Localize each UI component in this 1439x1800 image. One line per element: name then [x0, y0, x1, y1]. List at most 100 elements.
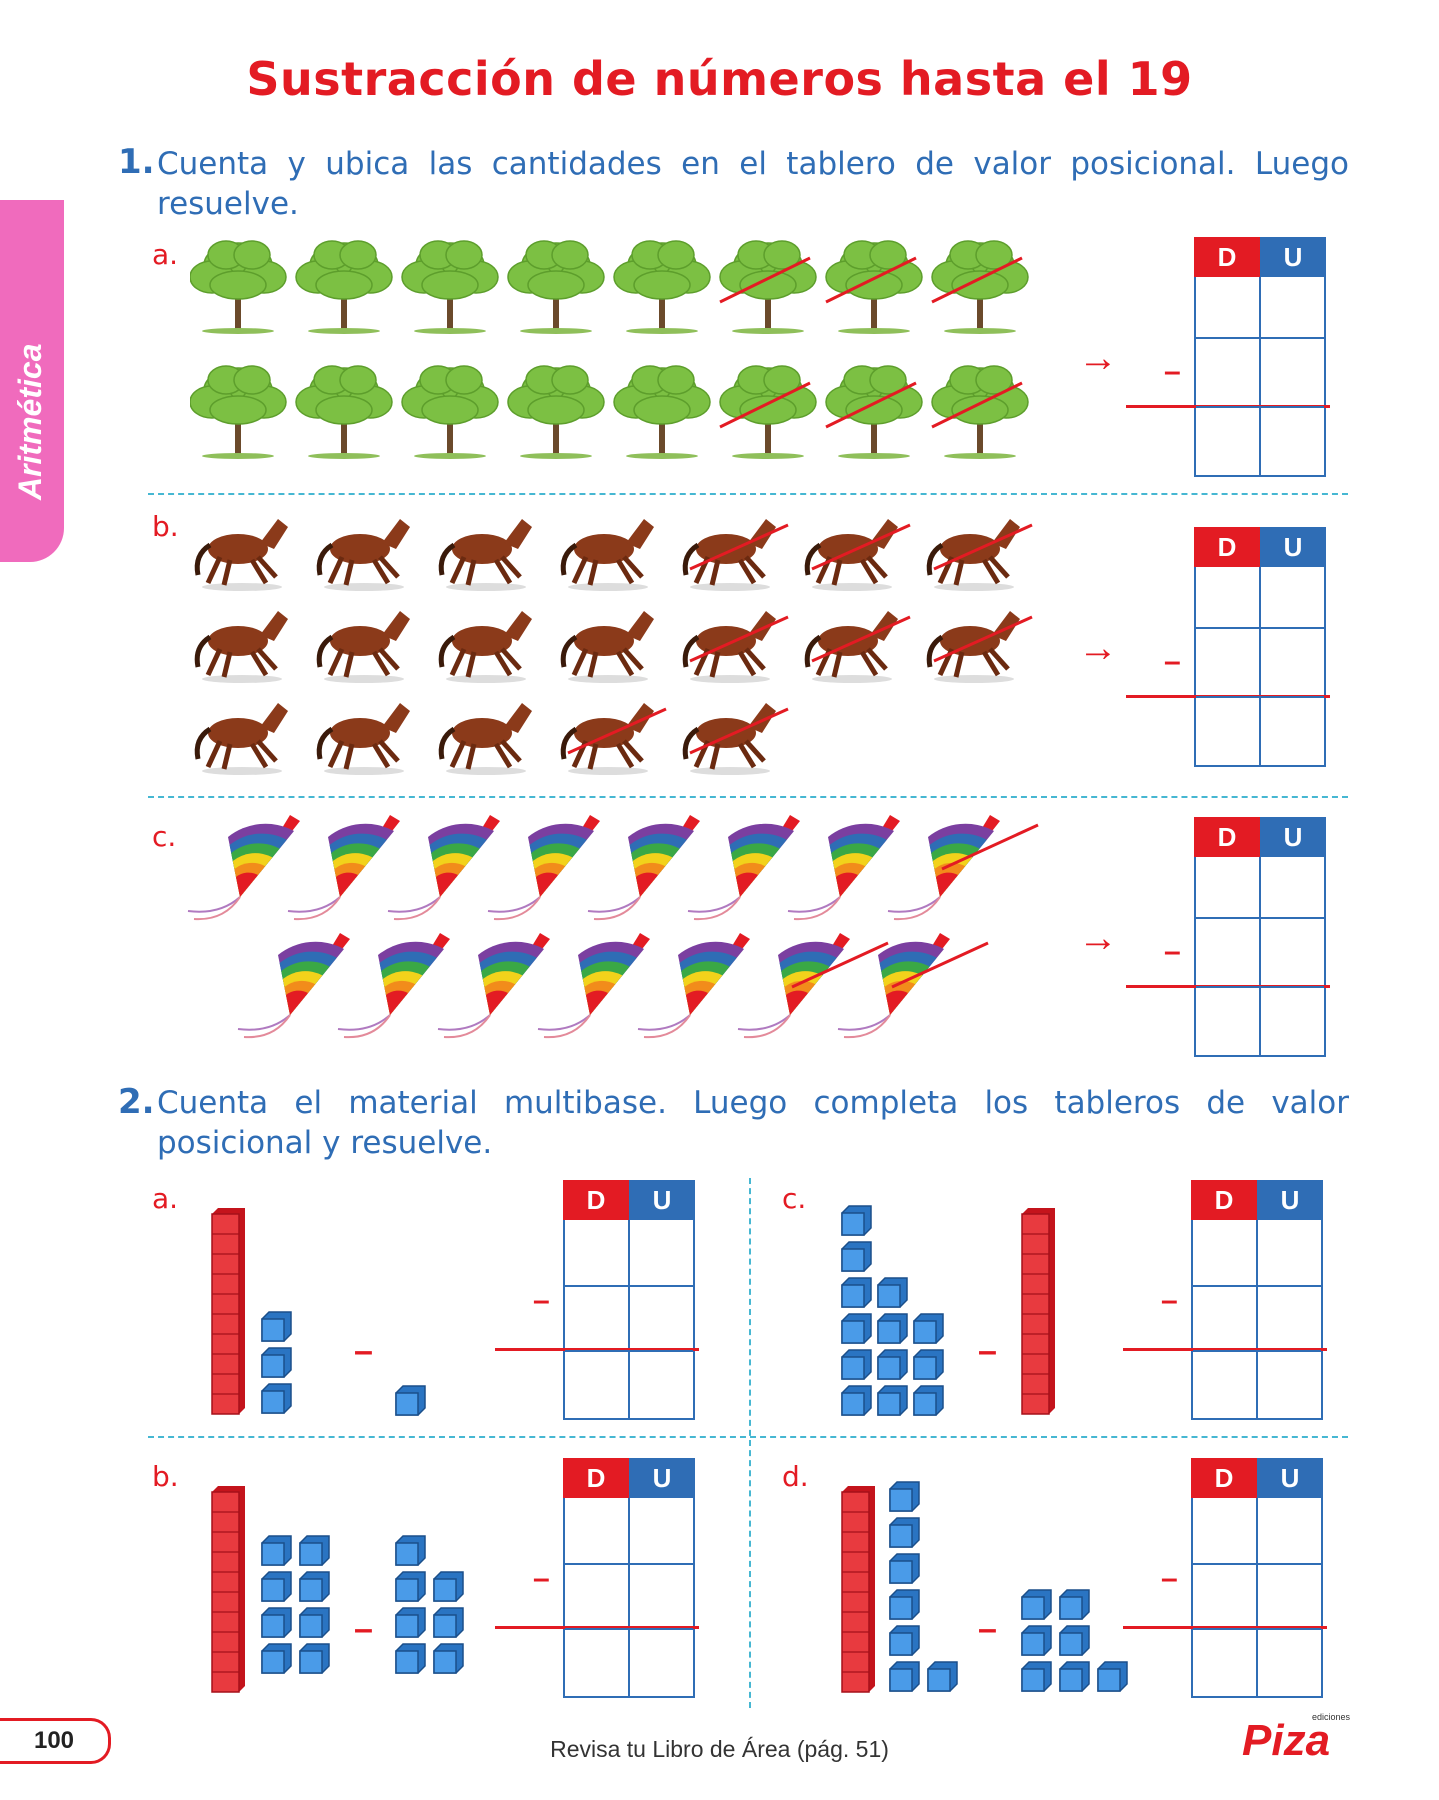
divider: [148, 796, 1348, 798]
kite-icon: [537, 933, 650, 1039]
cross-out-mark: [689, 707, 789, 755]
unit-cube: [927, 1661, 958, 1692]
unit-cube: [889, 1661, 920, 1692]
cross-out-mark: [791, 941, 889, 989]
horse-icon: [438, 519, 532, 591]
tree-icon: [401, 365, 499, 459]
item-1a-letter: a.: [152, 238, 179, 271]
unit-cube: [913, 1313, 944, 1344]
ten-rod: [1021, 1208, 1055, 1415]
tree-icon: [401, 240, 499, 334]
cross-out-mark: [719, 381, 811, 429]
cross-out-mark: [825, 256, 917, 304]
kite-icon: [337, 933, 450, 1039]
tree-icon: [613, 365, 711, 459]
unit-cube: [433, 1571, 464, 1602]
ten-rod: [211, 1486, 245, 1693]
unit-cube: [395, 1571, 426, 1602]
horse-icon: [926, 519, 1020, 591]
cross-out-mark: [811, 615, 911, 663]
item-1c-letter: c.: [152, 820, 177, 853]
unit-cube: [877, 1277, 908, 1308]
kite-icon: [787, 815, 900, 921]
kite-icon: [637, 933, 750, 1039]
kite-icon: [287, 815, 400, 921]
horse-icon: [438, 611, 532, 683]
item-2a-letter: a.: [152, 1182, 179, 1215]
horse-icon: [316, 611, 410, 683]
page-number: 100: [0, 1718, 111, 1764]
minus-sign: –: [1164, 645, 1181, 678]
unit-cube: [299, 1607, 330, 1638]
trees-group: [190, 240, 1029, 459]
arrow-icon: →: [1078, 626, 1118, 670]
kite-icon: [237, 933, 350, 1039]
tens-header: D: [563, 1458, 629, 1498]
tree-icon: [190, 365, 287, 459]
unit-cube: [395, 1607, 426, 1638]
tree-icon: [295, 240, 393, 334]
unit-cube: [433, 1643, 464, 1674]
unit-cube: [261, 1535, 292, 1566]
unit-cube: [889, 1589, 920, 1620]
units-header: U: [1257, 1180, 1323, 1220]
minus-sign: –: [1161, 1562, 1178, 1595]
exercise-1-number: 1.: [118, 142, 155, 182]
cross-out-mark: [567, 707, 667, 755]
unit-cube: [877, 1349, 908, 1380]
unit-cube: [841, 1349, 872, 1380]
ten-rod: [841, 1486, 875, 1693]
unit-cube: [913, 1349, 944, 1380]
tree-icon: [507, 240, 605, 334]
minus-sign: –: [978, 1332, 997, 1370]
multibase-material: [211, 1205, 1128, 1693]
minus-sign: –: [533, 1284, 550, 1317]
kite-icon: [437, 933, 550, 1039]
horse-icon: [194, 703, 288, 775]
kite-icon: [687, 815, 800, 921]
cross-out-mark: [689, 615, 789, 663]
units-header: U: [1257, 1458, 1323, 1498]
minus-sign: –: [533, 1562, 550, 1595]
unit-cube: [299, 1643, 330, 1674]
unit-cube: [261, 1311, 292, 1342]
units-header: U: [1260, 817, 1326, 857]
horse-icon: [682, 703, 776, 775]
unit-cube: [1021, 1625, 1052, 1656]
divider: [749, 1178, 751, 1708]
arrow-icon: →: [1078, 336, 1118, 380]
unit-cube: [395, 1385, 426, 1416]
unit-cube: [841, 1241, 872, 1272]
tree-icon: [931, 240, 1029, 334]
tree-icon: [295, 365, 393, 459]
cross-out-mark: [891, 941, 989, 989]
tens-header: D: [1194, 237, 1260, 277]
divider: [148, 493, 1348, 495]
publisher-label: ediciones: [1312, 1712, 1351, 1722]
unit-cube: [889, 1625, 920, 1656]
publisher-logo: Piza: [1242, 1716, 1331, 1765]
cross-out-mark: [719, 256, 811, 304]
units-header: U: [1260, 237, 1326, 277]
unit-cube: [889, 1481, 920, 1512]
kites-group: [187, 815, 1039, 1039]
unit-cube: [261, 1643, 292, 1674]
tree-icon: [931, 365, 1029, 459]
arrow-icon: →: [1078, 916, 1118, 960]
tens-header: D: [1191, 1458, 1257, 1498]
section-tab: Aritmética: [0, 200, 64, 562]
tree-icon: [613, 240, 711, 334]
cross-out-mark: [931, 381, 1023, 429]
footer-reference: Revisa tu Libro de Área (pág. 51): [550, 1736, 889, 1762]
horse-icon: [682, 611, 776, 683]
unit-cube: [261, 1571, 292, 1602]
unit-cube: [889, 1553, 920, 1584]
tens-header: D: [1194, 527, 1260, 567]
horse-icon: [194, 519, 288, 591]
horse-icon: [804, 519, 898, 591]
kite-icon: [587, 815, 700, 921]
horse-icon: [926, 611, 1020, 683]
